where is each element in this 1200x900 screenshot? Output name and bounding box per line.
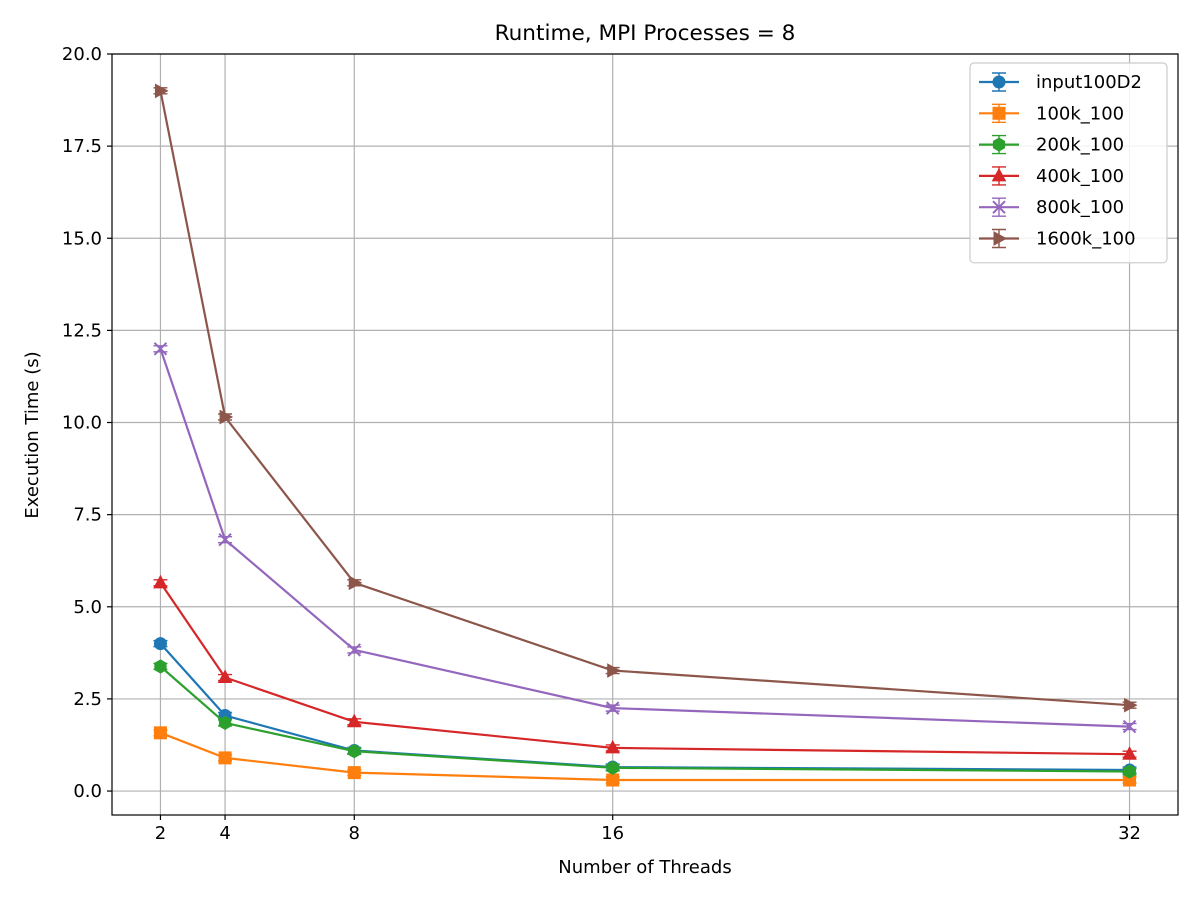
x-tick-label: 16 [601, 823, 624, 844]
legend-item: input100D2 [979, 72, 1142, 93]
x-tick-label: 32 [1118, 823, 1141, 844]
data-point [153, 726, 167, 740]
series-400k_100 [153, 574, 1137, 760]
legend-label: 1600k_100 [1036, 229, 1136, 250]
legend-label: 400k_100 [1036, 166, 1124, 187]
y-tick-label: 20.0 [62, 44, 102, 65]
legend-marker [992, 106, 1006, 120]
legend-label: 800k_100 [1036, 197, 1124, 218]
series-800k_100 [153, 342, 1137, 734]
y-tick-label: 15.0 [62, 228, 102, 249]
y-tick-label: 10.0 [62, 413, 102, 434]
data-point [1122, 719, 1137, 734]
y-tick-label: 0.0 [73, 781, 102, 802]
series-200k_100 [153, 659, 1137, 779]
data-point [606, 773, 620, 787]
series-line [159, 348, 1130, 728]
legend-item: 800k_100 [979, 197, 1124, 218]
data-point [217, 669, 233, 684]
data-point [346, 713, 362, 728]
data-point [154, 659, 167, 674]
data-point [1124, 697, 1138, 713]
data-point [1122, 746, 1137, 760]
data-point [154, 83, 169, 99]
legend-marker [992, 137, 1006, 152]
legend-box [969, 62, 1168, 264]
data-point [1123, 764, 1136, 779]
data-point [605, 701, 620, 715]
legend-label: 100k_100 [1036, 103, 1124, 124]
data-point [605, 739, 621, 754]
plot-area-frame [111, 53, 1179, 816]
data-point [218, 715, 232, 730]
legend-label: 200k_100 [1036, 135, 1124, 156]
data-point [348, 575, 363, 591]
y-tick-label: 7.5 [73, 505, 102, 526]
y-tick-label: 17.5 [62, 136, 102, 157]
series-line [159, 642, 1130, 772]
data-point [218, 751, 232, 765]
series-1600k_100 [153, 83, 1138, 713]
data-point [218, 533, 232, 547]
legend-item: 1600k_100 [979, 229, 1136, 250]
data-point [347, 643, 361, 657]
legend-marker [992, 75, 1006, 89]
data-point [153, 342, 168, 356]
series-input100D2 [153, 637, 1137, 777]
data-point [347, 766, 361, 780]
x-axis-title: Number of Threads [558, 857, 731, 878]
axis-ticks: 2 4 8 16 32 0.0 2.5 5.0 7.5 10.0 12.5 15.0 17.5 20.0 [62, 44, 1141, 844]
series-100k_100 [153, 726, 1137, 787]
y-axis-title: Execution Time (s) [22, 351, 43, 518]
chart-title: Runtime, MPI Processes = 8 [495, 21, 796, 46]
legend-marker [991, 167, 1007, 182]
x-tick-label: 2 [155, 823, 166, 844]
x-tick-label: 8 [349, 823, 360, 844]
y-tick-label: 5.0 [73, 597, 102, 618]
x-tick-label: 4 [219, 823, 230, 844]
data-point [153, 574, 168, 589]
data-point [607, 663, 621, 678]
data-point [606, 760, 619, 775]
legend-item: 200k_100 [979, 135, 1124, 156]
legend-item: 100k_100 [979, 103, 1124, 124]
legend-label: input100D2 [1036, 72, 1142, 93]
legend-marker [993, 231, 1008, 246]
data-point [153, 637, 167, 651]
series-line [159, 665, 1130, 773]
series-layer [153, 83, 1138, 787]
data-point [348, 744, 361, 759]
legend: input100D2 100k_100 200k_100 400k_100 800k_1… [969, 62, 1168, 264]
legend-marker [992, 200, 1006, 214]
y-tick-label: 12.5 [62, 320, 102, 341]
legend-item: 400k_100 [979, 166, 1124, 187]
y-tick-label: 2.5 [73, 689, 102, 710]
data-point [219, 409, 234, 425]
